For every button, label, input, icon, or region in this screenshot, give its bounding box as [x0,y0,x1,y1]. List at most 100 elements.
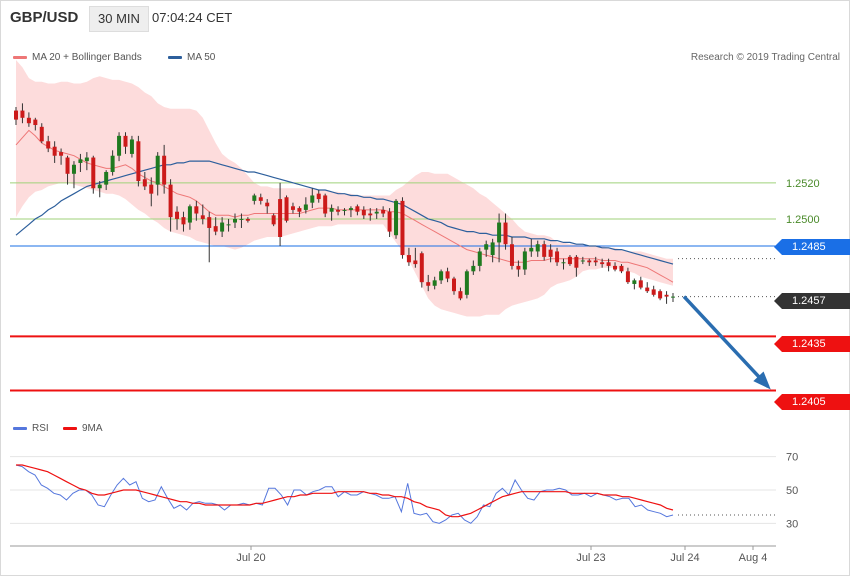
candle-body [600,262,605,265]
candle [464,269,469,299]
candle-body [303,204,308,210]
candle-body [497,222,502,243]
interval-selector[interactable]: 30 MIN [89,6,149,32]
candle-body [278,199,283,237]
candle-body [297,208,302,212]
candle [484,240,489,257]
candle-body [271,215,276,225]
candle [233,213,237,228]
candle-body [207,217,212,228]
candle [529,238,534,257]
candle-body [645,287,650,292]
candle-body [529,247,534,252]
candle-body [91,157,96,189]
candle-body [464,271,469,295]
candle-body [561,262,566,264]
candle-body [252,195,257,201]
candle-body [651,289,656,295]
candle-body [290,206,295,210]
candle [535,240,540,257]
candle-body [104,171,109,185]
candle [361,206,366,219]
candle [458,287,463,301]
candle-body [419,253,424,283]
price-axis-label: 1.2520 [786,178,820,190]
candle-body [149,184,154,194]
bollinger-band [16,60,673,317]
candle [394,199,399,239]
candle-body [574,256,579,268]
candle [606,258,611,272]
candle [162,144,167,194]
candle [593,256,598,266]
candle-body [658,291,663,299]
candle [59,148,64,165]
candle [181,211,186,232]
candle-body [625,271,630,283]
candle [426,274,431,292]
candle-body [194,206,199,214]
candle [658,289,663,301]
candle-body [181,217,186,225]
current-price-tag: 1.2457 [774,293,850,309]
candle-body [20,110,25,118]
candle [600,258,605,268]
x-tick-label: Jul 24 [670,552,699,564]
pivot-level-tag: 1.2485 [774,239,850,255]
candle-body [361,209,366,216]
candle-body [155,155,160,185]
candle-body [168,184,173,218]
candle-body [490,242,495,256]
rsi-axis-label: 70 [786,452,798,464]
candle [316,190,321,203]
candle [97,181,102,198]
candle-body [65,157,70,174]
candle-body [142,179,147,187]
candle [187,204,192,230]
candle [33,117,38,131]
candle-body [220,222,225,232]
candle [200,204,205,225]
candle [194,200,199,221]
candle-body [548,249,553,257]
candle-body [555,251,560,263]
candle-body [129,139,134,154]
candle-body [316,193,321,200]
candle [490,238,495,263]
candle-body [342,209,347,211]
candle-body [484,244,489,250]
candle-body [516,265,521,270]
candle-body [426,282,431,286]
candle-body [445,271,450,279]
candle [155,152,160,196]
candle [587,258,592,266]
candle-body [387,211,392,232]
candle [613,262,618,272]
candle [278,182,283,247]
symbol-title: GBP/USD [10,9,79,26]
rsi-ma9-line [16,464,674,518]
candle-body [71,164,76,174]
candle [503,213,508,250]
candle-body [509,244,514,266]
candle [342,208,347,216]
candle-body [381,209,386,214]
candle [664,291,669,304]
candle-body [245,218,250,221]
candle [542,240,547,261]
candle [522,247,527,275]
candle [84,152,89,171]
candle [136,135,141,187]
candle [452,276,456,295]
candle [445,267,450,283]
candle [671,292,675,303]
candle [117,132,122,162]
candle-body [52,146,57,156]
candle [516,260,521,277]
candle-body [458,291,463,299]
candle-body [580,260,585,262]
candle [567,255,572,266]
candle-body [606,262,611,266]
candle-body [355,206,360,212]
candle [400,197,405,259]
